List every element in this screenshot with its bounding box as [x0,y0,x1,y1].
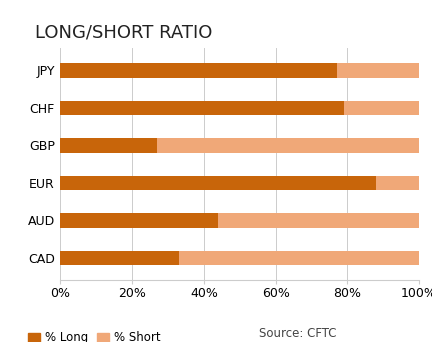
Bar [60,213,218,227]
Bar [60,63,337,78]
Bar [376,176,419,190]
Text: Source: CFTC: Source: CFTC [259,327,337,340]
Bar [60,101,344,115]
Bar [157,138,419,153]
Bar [218,213,419,227]
Bar [179,251,419,265]
Bar [344,101,419,115]
Text: LONG/SHORT RATIO: LONG/SHORT RATIO [35,24,212,42]
Bar [337,63,419,78]
Bar [60,251,179,265]
Bar [60,138,157,153]
Legend: % Long, % Short: % Long, % Short [23,327,165,342]
Bar [60,176,376,190]
